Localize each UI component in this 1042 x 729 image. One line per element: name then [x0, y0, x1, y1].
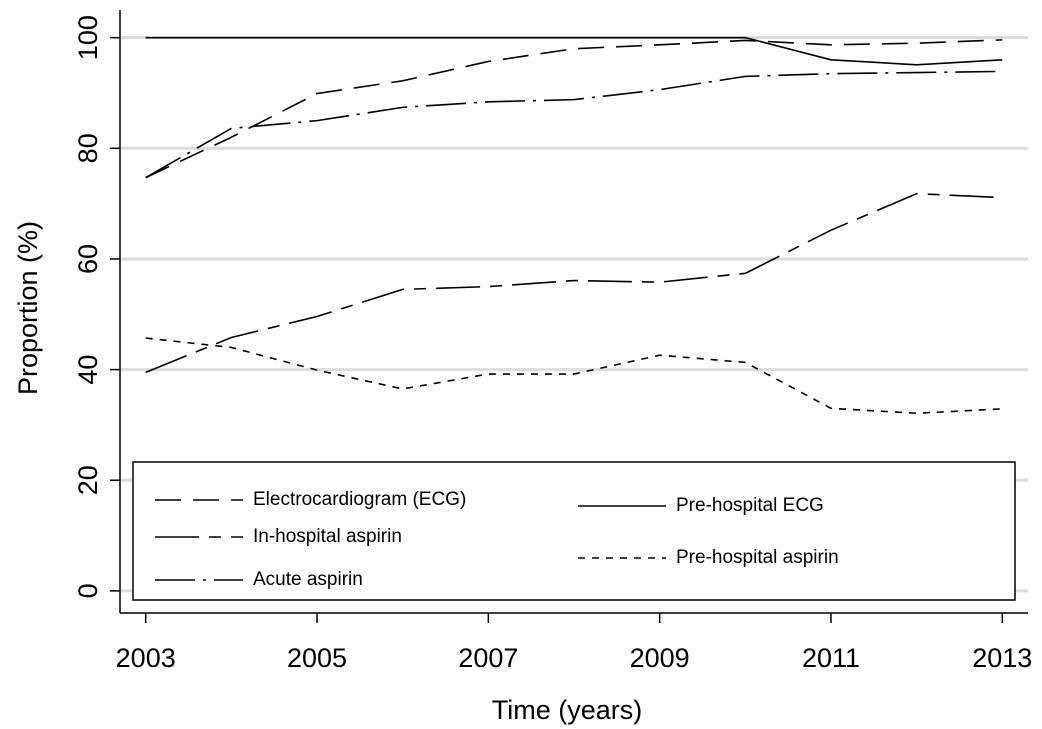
x-tick-label: 2013: [972, 643, 1032, 673]
y-axis-title: Proportion (%): [13, 221, 43, 395]
y-tick-label: 0: [73, 583, 103, 598]
y-tick-label: 40: [73, 355, 103, 385]
series-line: [145, 36, 1003, 66]
y-tick-label: 100: [73, 15, 103, 60]
x-tick-label: 2011: [802, 643, 860, 673]
y-tick-label: 80: [73, 133, 103, 163]
x-tick-label: 2007: [458, 643, 518, 673]
legend-label: Acute aspirin: [253, 569, 363, 590]
x-tick-label: 2009: [630, 643, 690, 673]
x-tick-label: 2005: [287, 643, 347, 673]
legend-label: In-hospital aspirin: [253, 526, 402, 547]
legend-box: [132, 461, 1016, 601]
x-axis-title: Time (years): [492, 695, 643, 725]
series-line: [145, 192, 1003, 374]
legend-label: Electrocardiogram (ECG): [253, 489, 466, 510]
legend-label: Pre-hospital ECG: [676, 495, 824, 516]
x-tick-label: 2003: [116, 643, 176, 673]
series-line: [145, 337, 1003, 415]
series-line: [145, 39, 1003, 179]
y-tick-label: 20: [73, 465, 103, 495]
y-tick-label: 60: [73, 244, 103, 274]
series-line: [145, 70, 1003, 179]
legend-label: Pre-hospital aspirin: [676, 547, 839, 568]
